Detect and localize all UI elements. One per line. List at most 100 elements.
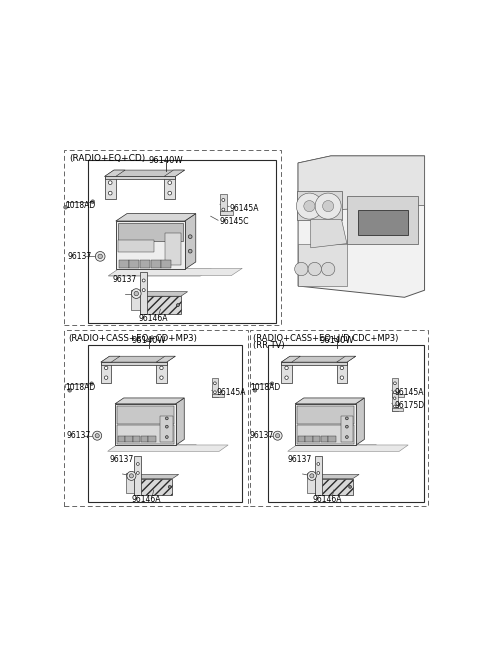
Circle shape [129,474,133,478]
Bar [281,362,347,365]
Polygon shape [298,244,347,286]
Bar [134,479,172,495]
Bar [165,233,181,265]
Text: 96137: 96137 [288,455,312,464]
Circle shape [188,250,192,253]
Bar [392,394,404,397]
Polygon shape [105,170,185,176]
Circle shape [160,376,163,379]
Bar [268,345,424,502]
Circle shape [346,425,348,428]
Bar [321,436,328,442]
Circle shape [346,417,348,420]
Bar [392,407,403,411]
Text: 96145A: 96145A [229,204,259,212]
Text: (RADIO+CASS+EQ+CD+MP3): (RADIO+CASS+EQ+CD+MP3) [68,334,197,343]
Circle shape [214,391,216,394]
Polygon shape [140,291,188,296]
Polygon shape [356,398,364,445]
Circle shape [323,200,334,212]
Polygon shape [311,219,347,248]
Circle shape [168,181,172,185]
Bar [297,405,354,424]
Circle shape [177,304,180,307]
Polygon shape [108,445,228,451]
Polygon shape [108,269,242,276]
Bar [125,436,132,442]
Polygon shape [185,214,196,269]
Bar [161,260,171,267]
Text: 96145A: 96145A [216,388,246,397]
Bar [220,195,227,215]
Circle shape [142,279,145,282]
Circle shape [127,472,136,480]
Bar [220,211,233,215]
Text: 1018AD: 1018AD [66,200,96,210]
Text: (RADIO+EQ+CD): (RADIO+EQ+CD) [69,154,145,163]
Text: 96137: 96137 [66,431,91,440]
Bar [148,436,156,442]
Circle shape [273,431,282,440]
Polygon shape [288,445,408,451]
Circle shape [222,208,225,211]
Bar [313,436,320,442]
Polygon shape [164,170,185,176]
Circle shape [96,252,105,261]
Bar [358,210,408,235]
Polygon shape [156,356,175,362]
Bar [164,176,175,198]
Bar [117,426,174,443]
Circle shape [108,181,112,185]
Text: 96137: 96137 [250,431,274,440]
Text: 96137: 96137 [113,275,137,284]
Bar [115,404,176,445]
Text: 96140W: 96140W [132,336,167,345]
Circle shape [307,472,316,480]
Circle shape [276,434,280,438]
Circle shape [315,193,341,219]
Text: 96175D: 96175D [395,402,425,411]
Bar [140,260,150,267]
Bar [118,436,125,442]
Circle shape [304,200,315,212]
Bar [160,417,173,442]
Bar [305,436,313,442]
Polygon shape [347,195,418,244]
Polygon shape [176,398,184,445]
Circle shape [108,191,112,195]
Circle shape [166,436,168,438]
Bar [101,362,167,365]
Bar [64,151,281,325]
Circle shape [160,366,163,369]
Text: 1018AD: 1018AD [251,383,281,392]
Polygon shape [101,356,120,362]
Bar [340,417,353,442]
Circle shape [253,388,257,392]
Bar [134,456,141,495]
Circle shape [104,376,108,379]
Bar [392,378,398,397]
Circle shape [64,206,67,209]
Polygon shape [298,156,424,210]
Polygon shape [281,356,356,362]
Bar [307,473,315,493]
Circle shape [394,391,396,394]
Circle shape [134,291,139,296]
Bar [116,221,185,269]
Bar [118,223,183,241]
Text: (RADIO+CASS+EQ+I/D CDC+MP3): (RADIO+CASS+EQ+I/D CDC+MP3) [253,334,399,343]
Bar [212,394,224,397]
Polygon shape [109,445,196,451]
Circle shape [98,254,102,259]
Circle shape [270,382,274,385]
Circle shape [296,193,323,219]
Polygon shape [116,214,196,221]
Bar [88,160,276,324]
Polygon shape [297,191,342,219]
Bar [141,436,148,442]
Bar [298,436,305,442]
Circle shape [222,198,225,202]
Circle shape [104,366,108,369]
Bar [315,479,353,495]
Bar [156,362,167,383]
